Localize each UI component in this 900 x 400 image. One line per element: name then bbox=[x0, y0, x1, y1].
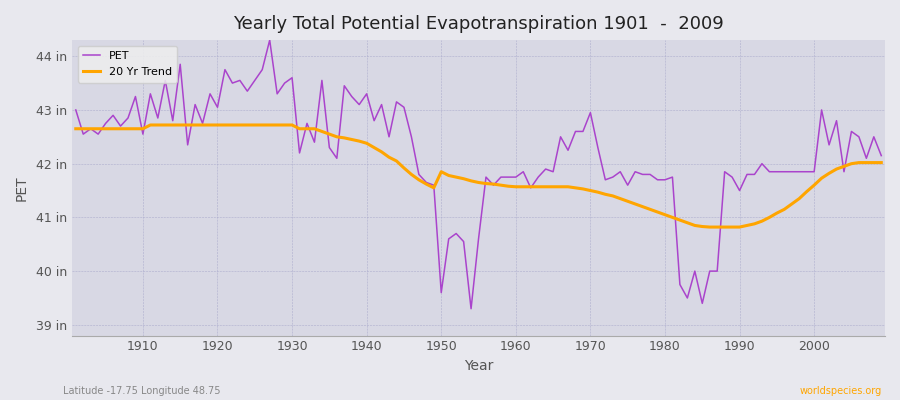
20 Yr Trend bbox=[346, 137, 357, 142]
Text: Latitude -17.75 Longitude 48.75: Latitude -17.75 Longitude 48.75 bbox=[63, 386, 220, 396]
PET bbox=[346, 94, 357, 99]
Legend: PET, 20 Yr Trend: PET, 20 Yr Trend bbox=[77, 46, 177, 82]
PET bbox=[615, 169, 626, 174]
20 Yr Trend bbox=[510, 184, 521, 189]
Title: Yearly Total Potential Evapotranspiration 1901  -  2009: Yearly Total Potential Evapotranspiratio… bbox=[233, 15, 724, 33]
20 Yr Trend bbox=[608, 194, 618, 198]
20 Yr Trend bbox=[70, 126, 81, 131]
20 Yr Trend bbox=[145, 122, 156, 127]
Line: PET: PET bbox=[76, 40, 881, 309]
X-axis label: Year: Year bbox=[464, 359, 493, 373]
PET bbox=[265, 38, 275, 42]
PET bbox=[130, 94, 141, 99]
20 Yr Trend bbox=[705, 225, 716, 230]
PET bbox=[518, 169, 528, 174]
PET bbox=[302, 121, 312, 126]
PET bbox=[526, 186, 536, 190]
PET bbox=[876, 153, 886, 158]
20 Yr Trend bbox=[130, 126, 141, 131]
20 Yr Trend bbox=[302, 126, 312, 131]
20 Yr Trend bbox=[518, 184, 528, 189]
PET bbox=[70, 108, 81, 112]
Text: worldspecies.org: worldspecies.org bbox=[800, 386, 882, 396]
Y-axis label: PET: PET bbox=[15, 175, 29, 201]
20 Yr Trend bbox=[876, 160, 886, 165]
Line: 20 Yr Trend: 20 Yr Trend bbox=[76, 125, 881, 227]
PET bbox=[465, 306, 476, 311]
